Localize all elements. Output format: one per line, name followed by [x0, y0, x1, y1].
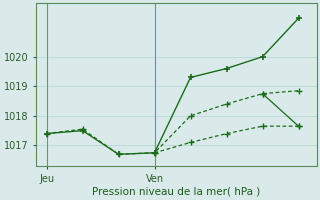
X-axis label: Pression niveau de la mer( hPa ): Pression niveau de la mer( hPa ): [92, 187, 260, 197]
